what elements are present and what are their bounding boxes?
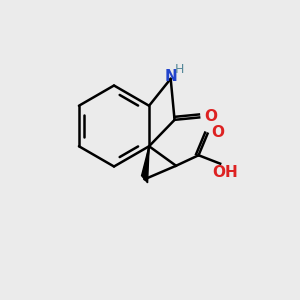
Text: O: O (204, 110, 217, 124)
Text: O: O (212, 125, 225, 140)
Text: N: N (164, 69, 177, 84)
Polygon shape (142, 146, 149, 183)
Text: OH: OH (212, 165, 238, 180)
Text: H: H (174, 63, 184, 76)
